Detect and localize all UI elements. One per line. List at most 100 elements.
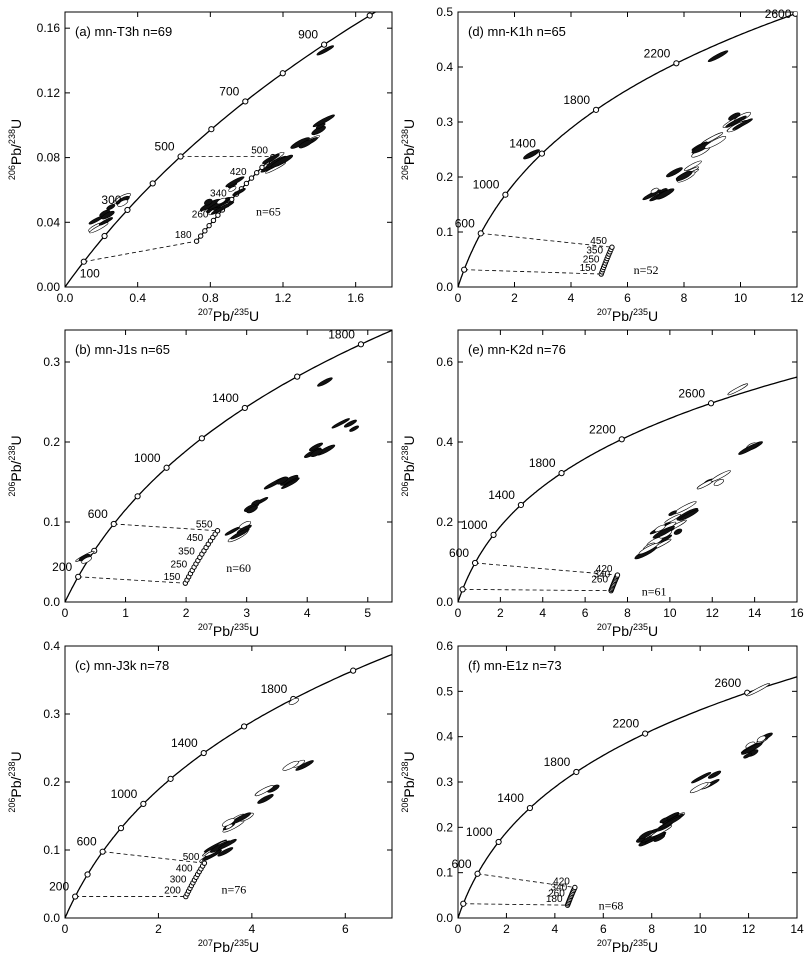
y-tick-label: 0.5 [436, 5, 453, 19]
concordia-age-marker [99, 848, 106, 855]
concordia-age-label: 1000 [473, 178, 500, 192]
x-tick-label: 6 [342, 922, 349, 936]
data-ellipse [725, 115, 747, 128]
x-tick-label: 0 [455, 291, 462, 305]
data-ellipse [673, 528, 683, 535]
concordia-age-marker [80, 258, 87, 265]
discordia-age-label: 260 [192, 209, 209, 220]
data-ellipse [298, 139, 313, 149]
concordia-age-marker [241, 723, 248, 730]
data-ellipse [683, 160, 702, 171]
concordia-age-marker [461, 266, 468, 273]
discordia-age-marker [214, 528, 221, 534]
discordia-age-label: 150 [580, 263, 597, 274]
discordia-age-label: 340 [210, 188, 227, 199]
data-ellipse [678, 509, 699, 521]
discordia-age-marker [243, 180, 250, 187]
data-ellipse [704, 136, 727, 149]
y-tick-label: 0.2 [436, 170, 453, 184]
discordia-age-marker [248, 175, 255, 181]
concordia-age-marker [502, 191, 509, 198]
concordia-age-marker [459, 586, 466, 593]
data-ellipse [689, 782, 709, 794]
concordia-age-marker [618, 436, 625, 443]
plot-area [458, 676, 797, 918]
y-axis-label: 206Pb/238U [400, 435, 417, 496]
concordia-age-marker [495, 838, 502, 846]
data-ellipse [317, 377, 333, 387]
x-tick-label: 0.0 [57, 291, 74, 305]
data-ellipse [98, 217, 113, 226]
data-ellipse [666, 167, 683, 178]
concordia-age-marker [366, 12, 373, 19]
concordia-age-marker [208, 126, 215, 133]
x-tick-label: 0 [455, 922, 462, 936]
plot-frame [457, 329, 798, 603]
x-tick-label: 12 [706, 606, 720, 620]
data-ellipse [653, 834, 666, 842]
discordia-age-label: 450 [590, 236, 607, 247]
data-ellipse [659, 816, 682, 829]
discordia-age-label: 500 [251, 146, 268, 157]
concordia-age-marker [241, 404, 248, 412]
discordia-age-label: 340 [593, 569, 610, 580]
discordia-age-label: 350 [586, 245, 603, 256]
data-ellipse [331, 418, 350, 429]
discordia-age-marker [210, 217, 217, 224]
y-axis-label: 206Pb/238U [7, 119, 24, 180]
concordia-age-marker [134, 493, 141, 500]
data-ellipse [349, 425, 359, 432]
y-tick-label: 0.2 [436, 820, 453, 834]
data-ellipse [652, 525, 675, 539]
concordia-age-label: 300 [101, 193, 121, 207]
concordia-age-label: 1800 [529, 456, 556, 470]
concordia-age-marker [101, 232, 108, 240]
upper-chord [477, 873, 575, 888]
y-tick-label: 0.1 [436, 225, 453, 239]
discordia-age-marker [202, 228, 208, 234]
data-ellipse [282, 760, 299, 771]
upper-chord [475, 562, 618, 576]
x-tick-label: 4 [304, 606, 311, 620]
concordia-age-marker [357, 341, 365, 348]
concordia-age-label: 500 [155, 140, 175, 154]
data-ellipse [707, 50, 729, 63]
concordia-age-label: 200 [49, 880, 69, 894]
discordia-age-label: 400 [176, 863, 193, 874]
concordia-age-label: 2600 [715, 676, 742, 690]
x-axis-label: 207Pb/235U [198, 938, 259, 955]
y-tick-label: 0.2 [43, 775, 60, 789]
concordia-age-label: 2200 [644, 46, 671, 60]
data-ellipse [727, 383, 749, 396]
data-ellipse [738, 442, 760, 455]
x-tick-label: 2 [497, 606, 504, 620]
data-ellipse [707, 770, 722, 779]
data-ellipse [117, 199, 129, 207]
y-tick-label: 0.08 [37, 151, 61, 165]
panel-c: 0 2 4 6 0.0 0.1 0.2 0.3 0.4 207Pb/235U 206Pb/238U (… [7, 639, 393, 955]
data-ellipse [713, 479, 725, 487]
panel-title: (c) mn-J3k n=78 [75, 658, 169, 673]
data-ellipse [232, 188, 246, 196]
concordia-age-marker [149, 180, 156, 187]
x-tick-label: 16 [790, 606, 804, 620]
x-tick-label: 4 [552, 922, 559, 936]
concordia-age-marker [474, 870, 481, 877]
data-ellipse [276, 476, 289, 485]
concordia-age-marker [321, 41, 328, 48]
y-tick-label: 0.0 [43, 911, 60, 925]
lower-chord [464, 269, 602, 275]
concordia-age-label: 600 [451, 857, 471, 871]
data-ellipse [638, 830, 654, 840]
concordia-age-label: 600 [449, 546, 469, 560]
x-tick-label: 8 [681, 291, 688, 305]
concordia-age-marker [792, 12, 797, 17]
x-tick-label: 2 [503, 922, 510, 936]
concordia-age-label: 1800 [563, 93, 590, 107]
data-ellipse [650, 187, 659, 194]
y-tick-label: 0.2 [43, 435, 60, 449]
data-ellipse [254, 785, 274, 797]
concordia-age-marker [517, 501, 525, 509]
concordia-age-marker [200, 749, 207, 757]
concordia-age-label: 1400 [488, 488, 515, 502]
